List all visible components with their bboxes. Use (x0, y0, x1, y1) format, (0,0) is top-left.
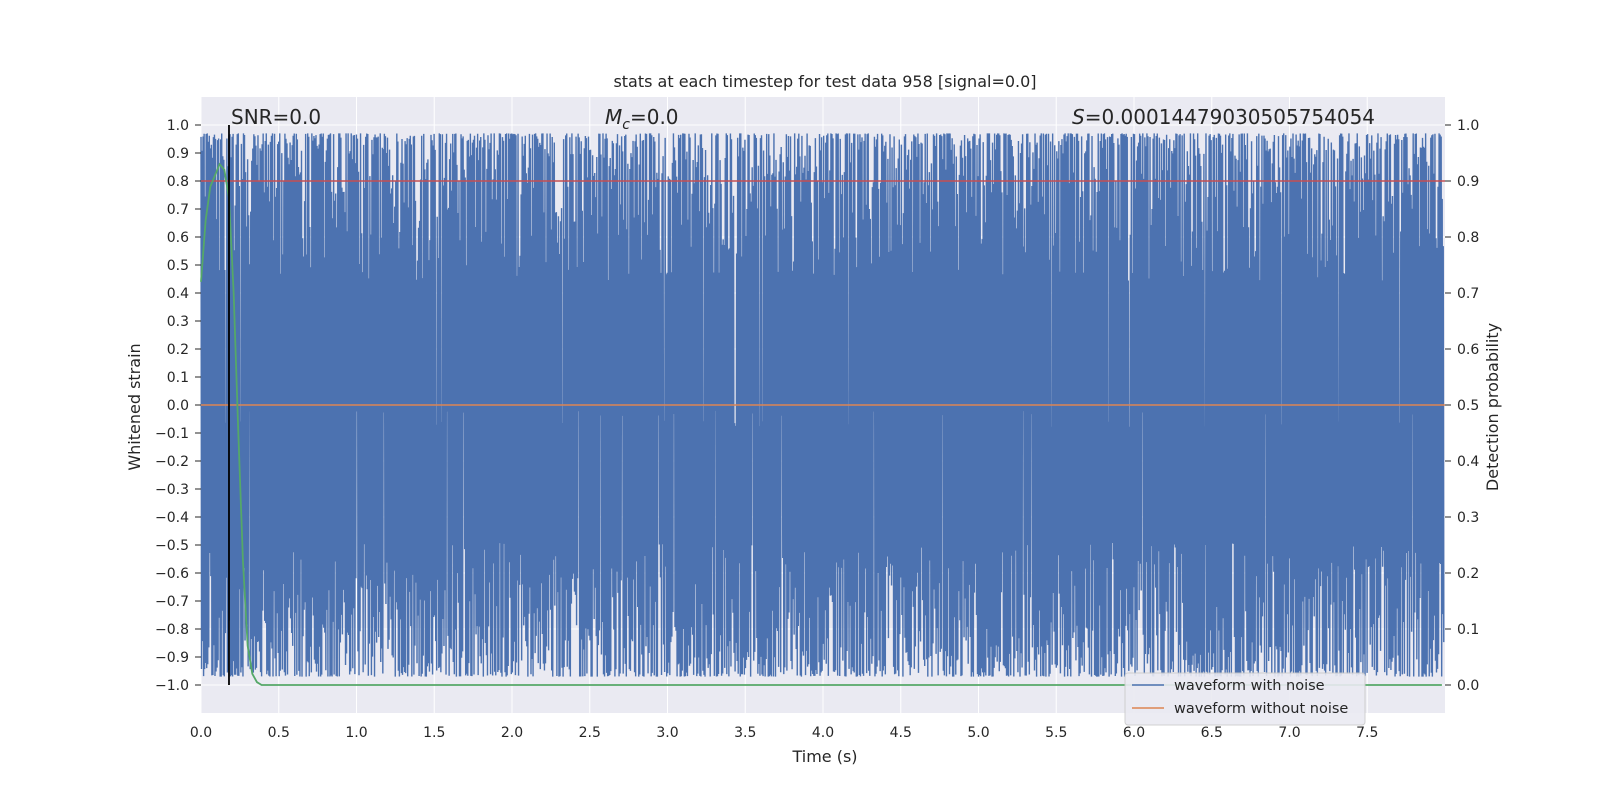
y-right-tick-label: 0.6 (1457, 342, 1479, 358)
y-tick-label: 0.7 (167, 202, 189, 218)
y-tick-label: 0.8 (167, 174, 189, 190)
legend: waveform with noise waveform without noi… (1124, 672, 1366, 726)
x-tick-label: 5.0 (967, 725, 989, 741)
y-right-tick-label: 0.0 (1457, 678, 1479, 694)
y-right-tick-label: 0.8 (1457, 230, 1479, 246)
score-annotation: S=0.0001447903050575405​4 (1072, 105, 1375, 129)
x-tick-label: 2.0 (501, 725, 523, 741)
x-tick-label: 4.0 (812, 725, 834, 741)
y-tick-label: −0.9 (155, 650, 189, 666)
y-tick-label: 0.9 (167, 146, 189, 162)
y-tick-label: 0.3 (167, 314, 189, 330)
y-tick-label: 0.6 (167, 230, 189, 246)
y-axis-right-label: Detection probability (1483, 323, 1502, 491)
x-tick-label: 0.0 (190, 725, 212, 741)
series-detection-probability (200, 162, 1442, 686)
x-tick-label: 5.5 (1045, 725, 1067, 741)
x-tick-label: 2.5 (579, 725, 601, 741)
y-right-tick-label: 0.7 (1457, 286, 1479, 302)
x-axis-label: Time (s) (791, 747, 857, 766)
y-right-tick-label: 0.3 (1457, 510, 1479, 526)
chirp-mass-value: =0.0 (630, 105, 679, 129)
x-tick-label: 3.5 (734, 725, 756, 741)
y-tick-label: −0.1 (155, 426, 189, 442)
y-right-tick-label: 0.2 (1457, 566, 1479, 582)
y-tick-label: −0.3 (155, 482, 189, 498)
x-tick-label: 1.5 (423, 725, 445, 741)
y-tick-label: 0.0 (167, 398, 189, 414)
y-tick-label: 0.2 (167, 342, 189, 358)
y-right-tick-label: 0.5 (1457, 398, 1479, 414)
y-right-tick-label: 0.4 (1457, 454, 1479, 470)
x-tick-label: 4.5 (890, 725, 912, 741)
y-tick-label: 1.0 (167, 118, 189, 134)
y-right-tick-label: 0.1 (1457, 622, 1479, 638)
y-tick-label: 0.5 (167, 258, 189, 274)
y-tick-label: −0.5 (155, 538, 189, 554)
x-tick-label: 3.0 (656, 725, 678, 741)
x-tick-label: 7.5 (1356, 725, 1378, 741)
series-waveform-with-noise (200, 133, 1445, 677)
score-value: =0.0001447903050575405​4 (1085, 105, 1375, 129)
score-symbol: S (1072, 105, 1085, 129)
x-tick-label: 0.5 (268, 725, 290, 741)
chirp-mass-subscript: c (622, 117, 630, 133)
y-tick-label: −0.8 (155, 622, 189, 638)
x-tick-label: 6.5 (1201, 725, 1223, 741)
y-tick-label: −0.2 (155, 454, 189, 470)
y-tick-label: −1.0 (155, 678, 189, 694)
chirp-mass-annotation: Mc=0.0 (605, 105, 679, 133)
y-tick-label: 0.1 (167, 370, 189, 386)
chart-title: stats at each timestep for test data 958… (613, 72, 1036, 91)
y-tick-label: −0.6 (155, 566, 189, 582)
y-right-tick-label: 1.0 (1457, 118, 1479, 134)
chirp-mass-symbol: M (605, 105, 622, 129)
y-right-tick-label: 0.9 (1457, 174, 1479, 190)
snr-annotation: SNR=0.0 (231, 105, 321, 129)
y-tick-label: 0.4 (167, 286, 189, 302)
x-tick-label: 1.0 (345, 725, 367, 741)
y-tick-label: −0.4 (155, 510, 189, 526)
x-tick-label: 7.0 (1278, 725, 1300, 741)
legend-label-clean: waveform without noise (1174, 701, 1348, 717)
x-tick-label: 6.0 (1123, 725, 1145, 741)
y-tick-label: −0.7 (155, 594, 189, 610)
y-axis-label: Whitened strain (125, 343, 144, 470)
legend-box (1124, 672, 1366, 726)
legend-label-noisy: waveform with noise (1174, 678, 1325, 694)
